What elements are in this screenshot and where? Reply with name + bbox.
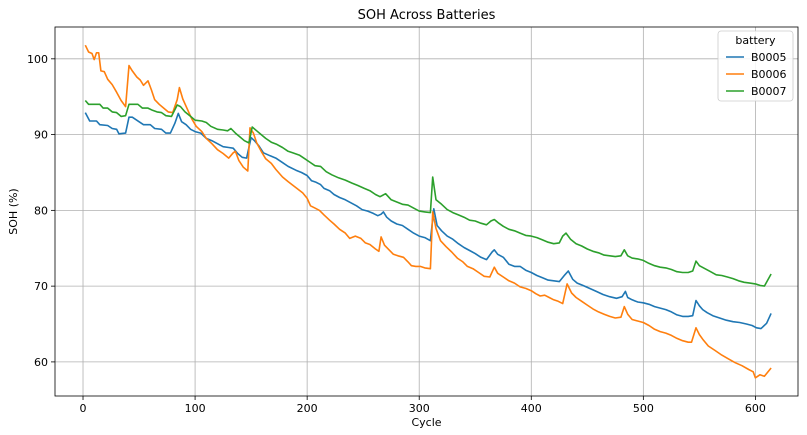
y-tick-label: 80: [34, 204, 48, 217]
series-line-b0007: [84, 99, 772, 287]
y-tick-label: 70: [34, 280, 48, 293]
x-axis-label: Cycle: [411, 416, 441, 429]
y-tick-label: 100: [27, 53, 48, 66]
legend-entry-b0006: B0006: [751, 68, 787, 81]
x-tick-label: 400: [521, 402, 542, 415]
y-axis-ticks: 60 70 80 90 100: [27, 53, 55, 369]
series-line-b0005: [84, 112, 772, 330]
x-tick-label: 0: [80, 402, 87, 415]
legend-title: battery: [735, 34, 776, 47]
x-axis-ticks: 0 100 200 300 400 500 600: [80, 396, 766, 415]
x-tick-label: 100: [185, 402, 206, 415]
chart-title: SOH Across Batteries: [358, 8, 496, 23]
plot-frame: [54, 26, 799, 397]
x-tick-label: 600: [745, 402, 766, 415]
x-tick-label: 300: [409, 402, 430, 415]
grid-lines: [55, 27, 798, 396]
series-line-b0006: [84, 44, 772, 379]
y-tick-label: 60: [34, 356, 48, 369]
series-lines: [84, 44, 772, 379]
legend: battery B0005 B0006 B0007: [717, 30, 794, 102]
legend-entry-b0005: B0005: [751, 51, 787, 64]
x-tick-label: 200: [297, 402, 318, 415]
y-tick-label: 90: [34, 129, 48, 142]
y-axis-label: SOH (%): [7, 188, 20, 234]
legend-box: [717, 30, 794, 102]
legend-entry-b0007: B0007: [751, 85, 787, 98]
x-tick-label: 500: [633, 402, 654, 415]
